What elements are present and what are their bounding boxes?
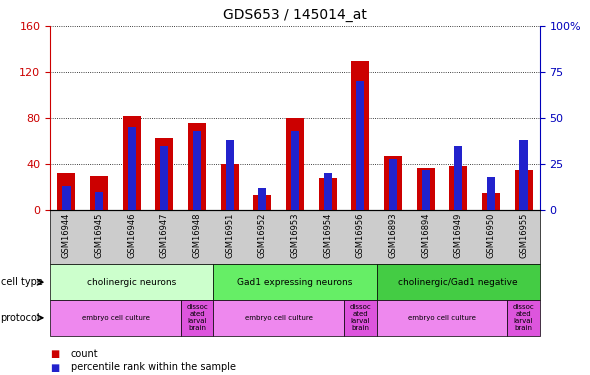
Bar (487, 177, 495, 210)
Bar (123, 116, 141, 210)
Title: GDS653 / 145014_at: GDS653 / 145014_at (223, 9, 367, 22)
Text: ■: ■ (50, 350, 60, 359)
Bar (57, 173, 76, 210)
Text: embryo cell culture: embryo cell culture (245, 315, 313, 321)
Bar (519, 140, 527, 210)
Bar (95, 192, 103, 210)
Text: dissoc
ated
larval
brain: dissoc ated larval brain (513, 304, 535, 332)
Bar (351, 61, 369, 210)
Bar (160, 146, 169, 210)
Text: percentile rank within the sample: percentile rank within the sample (71, 363, 236, 372)
Text: cholinergic neurons: cholinergic neurons (87, 278, 176, 286)
Bar (421, 170, 430, 210)
Bar (193, 131, 201, 210)
Bar (514, 170, 533, 210)
Text: Gad1 expressing neurons: Gad1 expressing neurons (237, 278, 353, 286)
Text: count: count (71, 350, 99, 359)
Text: embryo cell culture: embryo cell culture (81, 315, 149, 321)
Bar (384, 156, 402, 210)
Bar (253, 195, 271, 210)
Bar (63, 186, 71, 210)
Bar (449, 166, 467, 210)
Text: dissoc
ated
larval
brain: dissoc ated larval brain (349, 304, 371, 332)
Bar (356, 81, 365, 210)
Bar (291, 131, 299, 210)
Bar (286, 118, 304, 210)
Bar (155, 138, 173, 210)
Bar (389, 159, 397, 210)
Bar (482, 193, 500, 210)
Bar (225, 140, 234, 210)
Bar (221, 164, 239, 210)
Text: ■: ■ (50, 363, 60, 372)
Bar (258, 188, 267, 210)
Bar (323, 173, 332, 210)
Text: dissoc
ated
larval
brain: dissoc ated larval brain (186, 304, 208, 332)
Text: cell type: cell type (1, 277, 42, 287)
Bar (417, 168, 435, 210)
Text: embryo cell culture: embryo cell culture (408, 315, 476, 321)
Text: protocol: protocol (1, 313, 40, 323)
Bar (454, 146, 463, 210)
Bar (127, 128, 136, 210)
Text: cholinergic/Gad1 negative: cholinergic/Gad1 negative (398, 278, 518, 286)
Bar (319, 178, 337, 210)
Bar (188, 123, 206, 210)
Bar (90, 176, 108, 210)
